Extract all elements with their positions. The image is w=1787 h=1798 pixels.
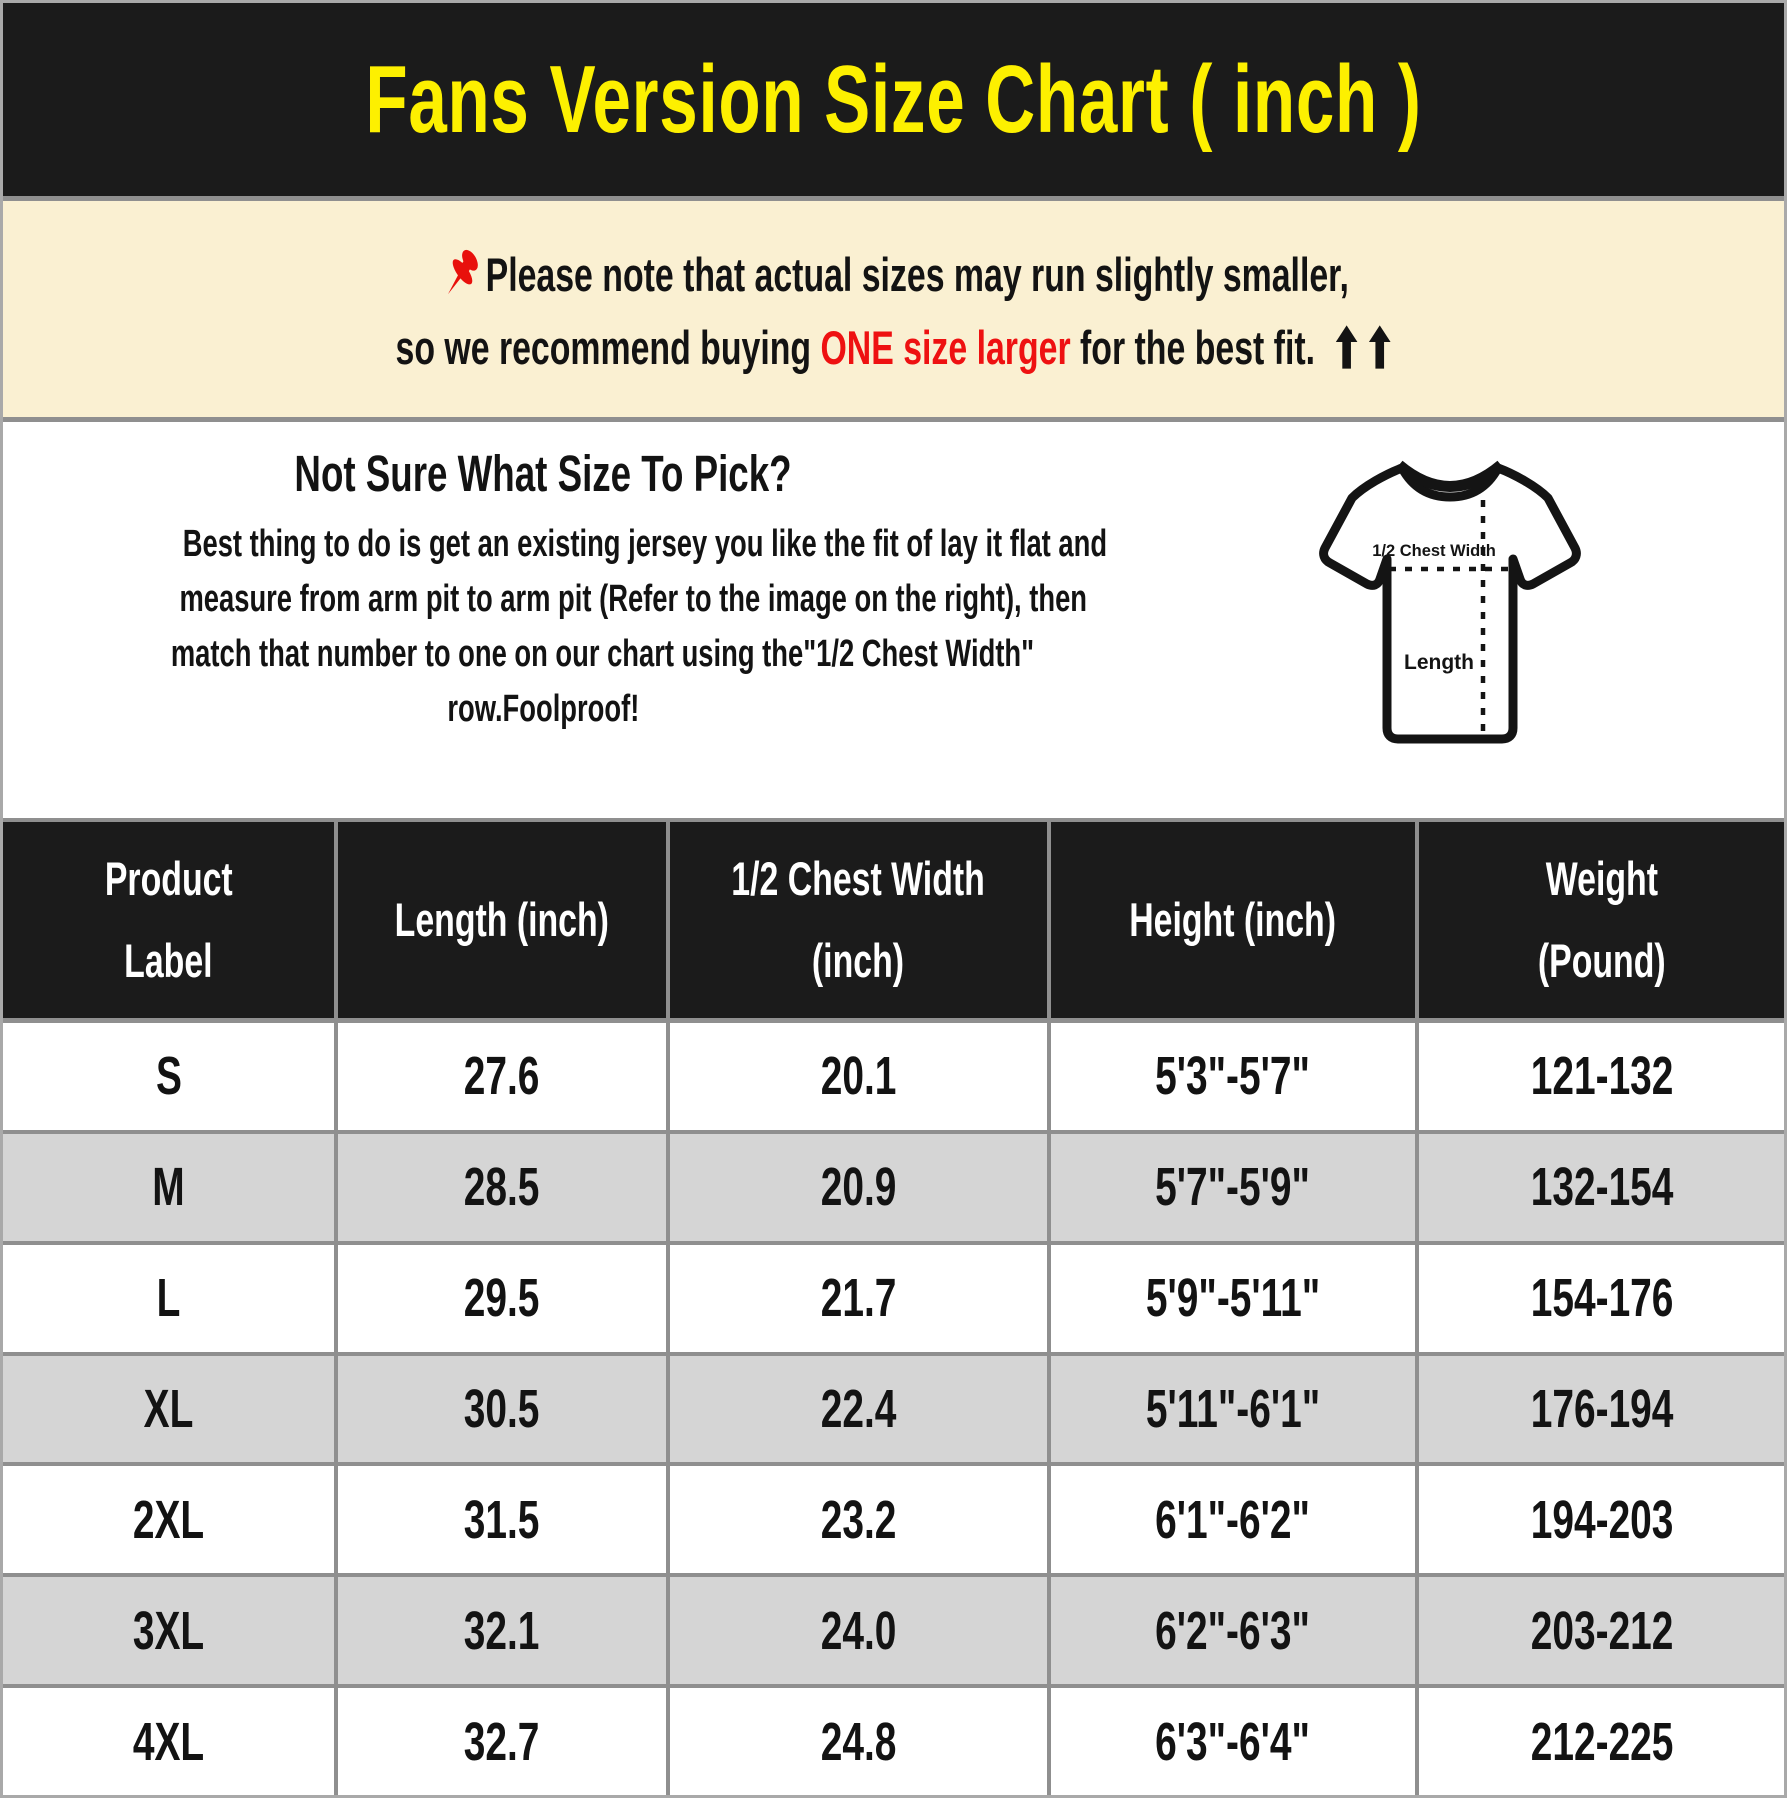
cell-chest-width: 22.4 <box>665 1355 1047 1463</box>
table-body: S 27.6 20.1 5'3"-5'7" 121-132 M 28.5 20.… <box>3 1023 1784 1796</box>
title-banner: Fans Version Size Chart ( inch ) <box>3 3 1784 201</box>
guide-heading: Not Sure What Size To Pick? <box>294 445 792 502</box>
cell-chest-width: 20.9 <box>665 1133 1047 1241</box>
cell-weight: 132-154 <box>1415 1133 1784 1241</box>
cell-weight: 154-176 <box>1415 1244 1784 1352</box>
note-line-1: Please note that actual sizes may run sl… <box>3 244 1784 306</box>
cell-chest-width: 20.1 <box>665 1023 1047 1130</box>
cell-weight: 203-212 <box>1415 1577 1784 1685</box>
page-title: Fans Version Size Chart ( inch ) <box>365 45 1422 153</box>
table-header-row: Product Label Length (inch) 1/2 Chest Wi… <box>3 822 1784 1023</box>
table-row-xl: XL 30.5 22.4 5'11"-6'1" 176-194 <box>3 1351 1784 1463</box>
cell-chest-width: 21.7 <box>665 1244 1047 1352</box>
guide-text-block: Not Sure What Size To Pick? Best thing t… <box>3 422 1107 737</box>
up-arrow-icon <box>1336 325 1358 369</box>
cell-size-label: XL <box>143 1379 194 1439</box>
cell-chest-width: 24.8 <box>665 1688 1047 1796</box>
table-row-l: L 29.5 21.7 5'9"-5'11" 154-176 <box>3 1240 1784 1352</box>
cell-height: 5'9"-5'11" <box>1046 1244 1416 1352</box>
cell-length: 32.7 <box>334 1688 665 1796</box>
size-table: Product Label Length (inch) 1/2 Chest Wi… <box>3 822 1784 1796</box>
note-line-2: so we recommend buying ONE size larger f… <box>3 320 1784 375</box>
note-text-1: Please note that actual sizes may run sl… <box>485 248 1349 301</box>
cell-size-label: 3XL <box>132 1600 205 1661</box>
table-row-3xl: 3XL 32.1 24.0 6'2"-6'3" 203-212 <box>3 1573 1784 1685</box>
cell-weight: 176-194 <box>1415 1355 1784 1463</box>
tshirt-measurement-diagram: 1/2 Chest Width Length <box>1314 456 1586 757</box>
cell-length: 31.5 <box>334 1466 665 1574</box>
size-note-banner: Please note that actual sizes may run sl… <box>3 201 1784 422</box>
table-row-2xl: 2XL 31.5 23.2 6'1"-6'2" 194-203 <box>3 1462 1784 1574</box>
cell-size-label: 2XL <box>132 1489 205 1550</box>
pushpin-icon <box>447 249 478 294</box>
cell-length: 27.6 <box>334 1023 665 1130</box>
cell-size-label: M <box>152 1157 185 1218</box>
guide-text-line: match that number to one on our chart us… <box>170 633 1035 675</box>
guide-body: Best thing to do is get an existing jers… <box>3 517 1107 737</box>
cell-height: 6'1"-6'2" <box>1046 1466 1416 1574</box>
guide-text-line: measure from arm pit to arm pit (Refer t… <box>179 578 1088 620</box>
column-header-height: Height (inch) <box>1046 822 1416 1018</box>
column-header-chest-width: 1/2 Chest Width (inch) <box>665 822 1047 1018</box>
cell-size-label: L <box>156 1268 181 1329</box>
cell-chest-width: 24.0 <box>665 1577 1047 1685</box>
cell-height: 6'3"-6'4" <box>1046 1688 1416 1796</box>
cell-size-label: S <box>155 1046 182 1107</box>
table-row-s: S 27.6 20.1 5'3"-5'7" 121-132 <box>3 1023 1784 1130</box>
collar-line <box>1395 460 1505 492</box>
note-emphasis: ONE size larger <box>820 320 1072 374</box>
cell-length: 32.1 <box>334 1577 665 1685</box>
cell-size-label: 4XL <box>132 1711 205 1772</box>
note-text-2a: so we recommend buying <box>395 320 821 374</box>
cell-weight: 212-225 <box>1415 1688 1784 1796</box>
column-header-weight: Weight (Pound) <box>1415 822 1784 1018</box>
cell-height: 5'3"-5'7" <box>1046 1023 1416 1130</box>
table-row-4xl: 4XL 32.7 24.8 6'3"-6'4" 212-225 <box>3 1684 1784 1796</box>
guide-text-line: Best thing to do is get an existing jers… <box>182 523 1108 565</box>
cell-height: 5'11"-6'1" <box>1046 1355 1416 1463</box>
note-text-2b: for the best fit. <box>1071 320 1325 374</box>
column-header-length: Length (inch) <box>334 822 665 1018</box>
cell-weight: 121-132 <box>1415 1023 1784 1130</box>
table-row-m: M 28.5 20.9 5'7"-5'9" 132-154 <box>3 1129 1784 1241</box>
tshirt-icon: 1/2 Chest Width Length <box>1319 460 1581 744</box>
cell-length: 28.5 <box>334 1133 665 1241</box>
cell-length: 29.5 <box>334 1244 665 1352</box>
chest-width-label: 1/2 Chest Width <box>1372 542 1496 560</box>
up-arrow-icon <box>1369 325 1392 369</box>
cell-length: 30.5 <box>334 1355 665 1463</box>
cell-weight: 194-203 <box>1415 1466 1784 1574</box>
guide-text-line: row.Foolproof! <box>447 688 639 730</box>
length-label: Length <box>1404 651 1474 674</box>
column-header-product-label: Product Label <box>104 851 233 987</box>
size-guide-section: Not Sure What Size To Pick? Best thing t… <box>3 422 1784 822</box>
cell-height: 5'7"-5'9" <box>1046 1133 1416 1241</box>
cell-height: 6'2"-6'3" <box>1046 1577 1416 1685</box>
cell-chest-width: 23.2 <box>665 1466 1047 1574</box>
